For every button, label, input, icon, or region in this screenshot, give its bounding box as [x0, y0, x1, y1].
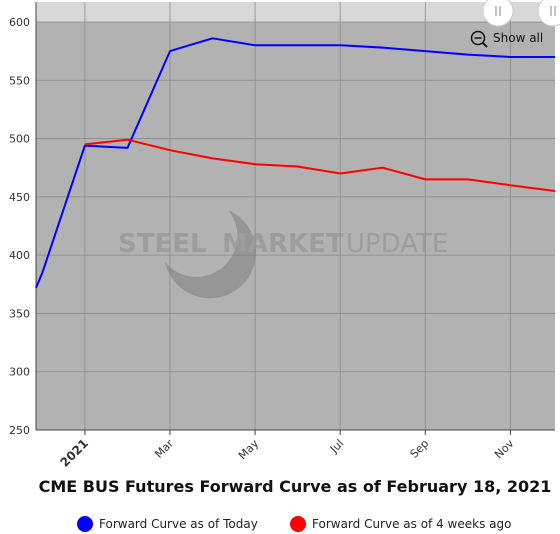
y-axis-ticks: 250 300 350 400 450 500 550 600 [9, 16, 30, 437]
x-tick-label: 2021 [58, 436, 92, 470]
series-line-today[interactable] [35, 37, 555, 289]
y-tick-label: 300 [9, 366, 30, 379]
y-tick-label: 600 [9, 16, 30, 29]
x-tick-label: Nov [492, 437, 517, 462]
y-tick-label: 350 [9, 307, 30, 320]
legend-marker [290, 516, 306, 532]
x-tick-label: Mar [152, 437, 176, 461]
x-tick-label: May [236, 437, 262, 463]
y-tick-label: 550 [9, 74, 30, 87]
show-all-button[interactable]: Show all [470, 30, 544, 48]
x-tick-label: Jul [327, 437, 346, 456]
scroll-handle-right[interactable] [537, 0, 560, 27]
zoom-out-icon [470, 30, 488, 48]
show-all-label: Show all [493, 31, 543, 45]
watermark-word-update: UPDATE [346, 229, 448, 259]
y-tick-label: 450 [9, 191, 30, 204]
x-axis-ticks: 2021 Mar May Jul Sep Nov [58, 430, 517, 470]
grid-lines [35, 2, 555, 431]
watermark: STEEL MARKET UPDATE [118, 210, 448, 299]
legend-marker [77, 516, 93, 532]
legend-item-today[interactable]: Forward Curve as of Today [77, 516, 258, 532]
watermark-word-steel: STEEL [118, 229, 207, 259]
series-line-4-weeks-ago[interactable] [84, 138, 556, 192]
chart-title: CME BUS Futures Forward Curve as of Febr… [39, 477, 552, 496]
y-tick-label: 250 [9, 424, 30, 437]
legend: Forward Curve as of Today Forward Curve a… [77, 516, 511, 532]
series-layer [35, 37, 556, 289]
legend-label: Forward Curve as of 4 weeks ago [312, 517, 511, 531]
legend-label: Forward Curve as of Today [99, 517, 258, 531]
y-tick-label: 500 [9, 133, 30, 146]
swoosh-logo-icon [165, 210, 256, 299]
watermark-word-market: MARKET [222, 229, 344, 259]
y-tick-label: 400 [9, 249, 30, 262]
scroll-handle-left[interactable] [482, 0, 514, 27]
legend-item-4-weeks-ago[interactable]: Forward Curve as of 4 weeks ago [290, 516, 511, 532]
plot-area [36, 2, 555, 430]
x-tick-label: Sep [408, 437, 432, 461]
zoom-scrollbar-track[interactable] [36, 2, 555, 22]
